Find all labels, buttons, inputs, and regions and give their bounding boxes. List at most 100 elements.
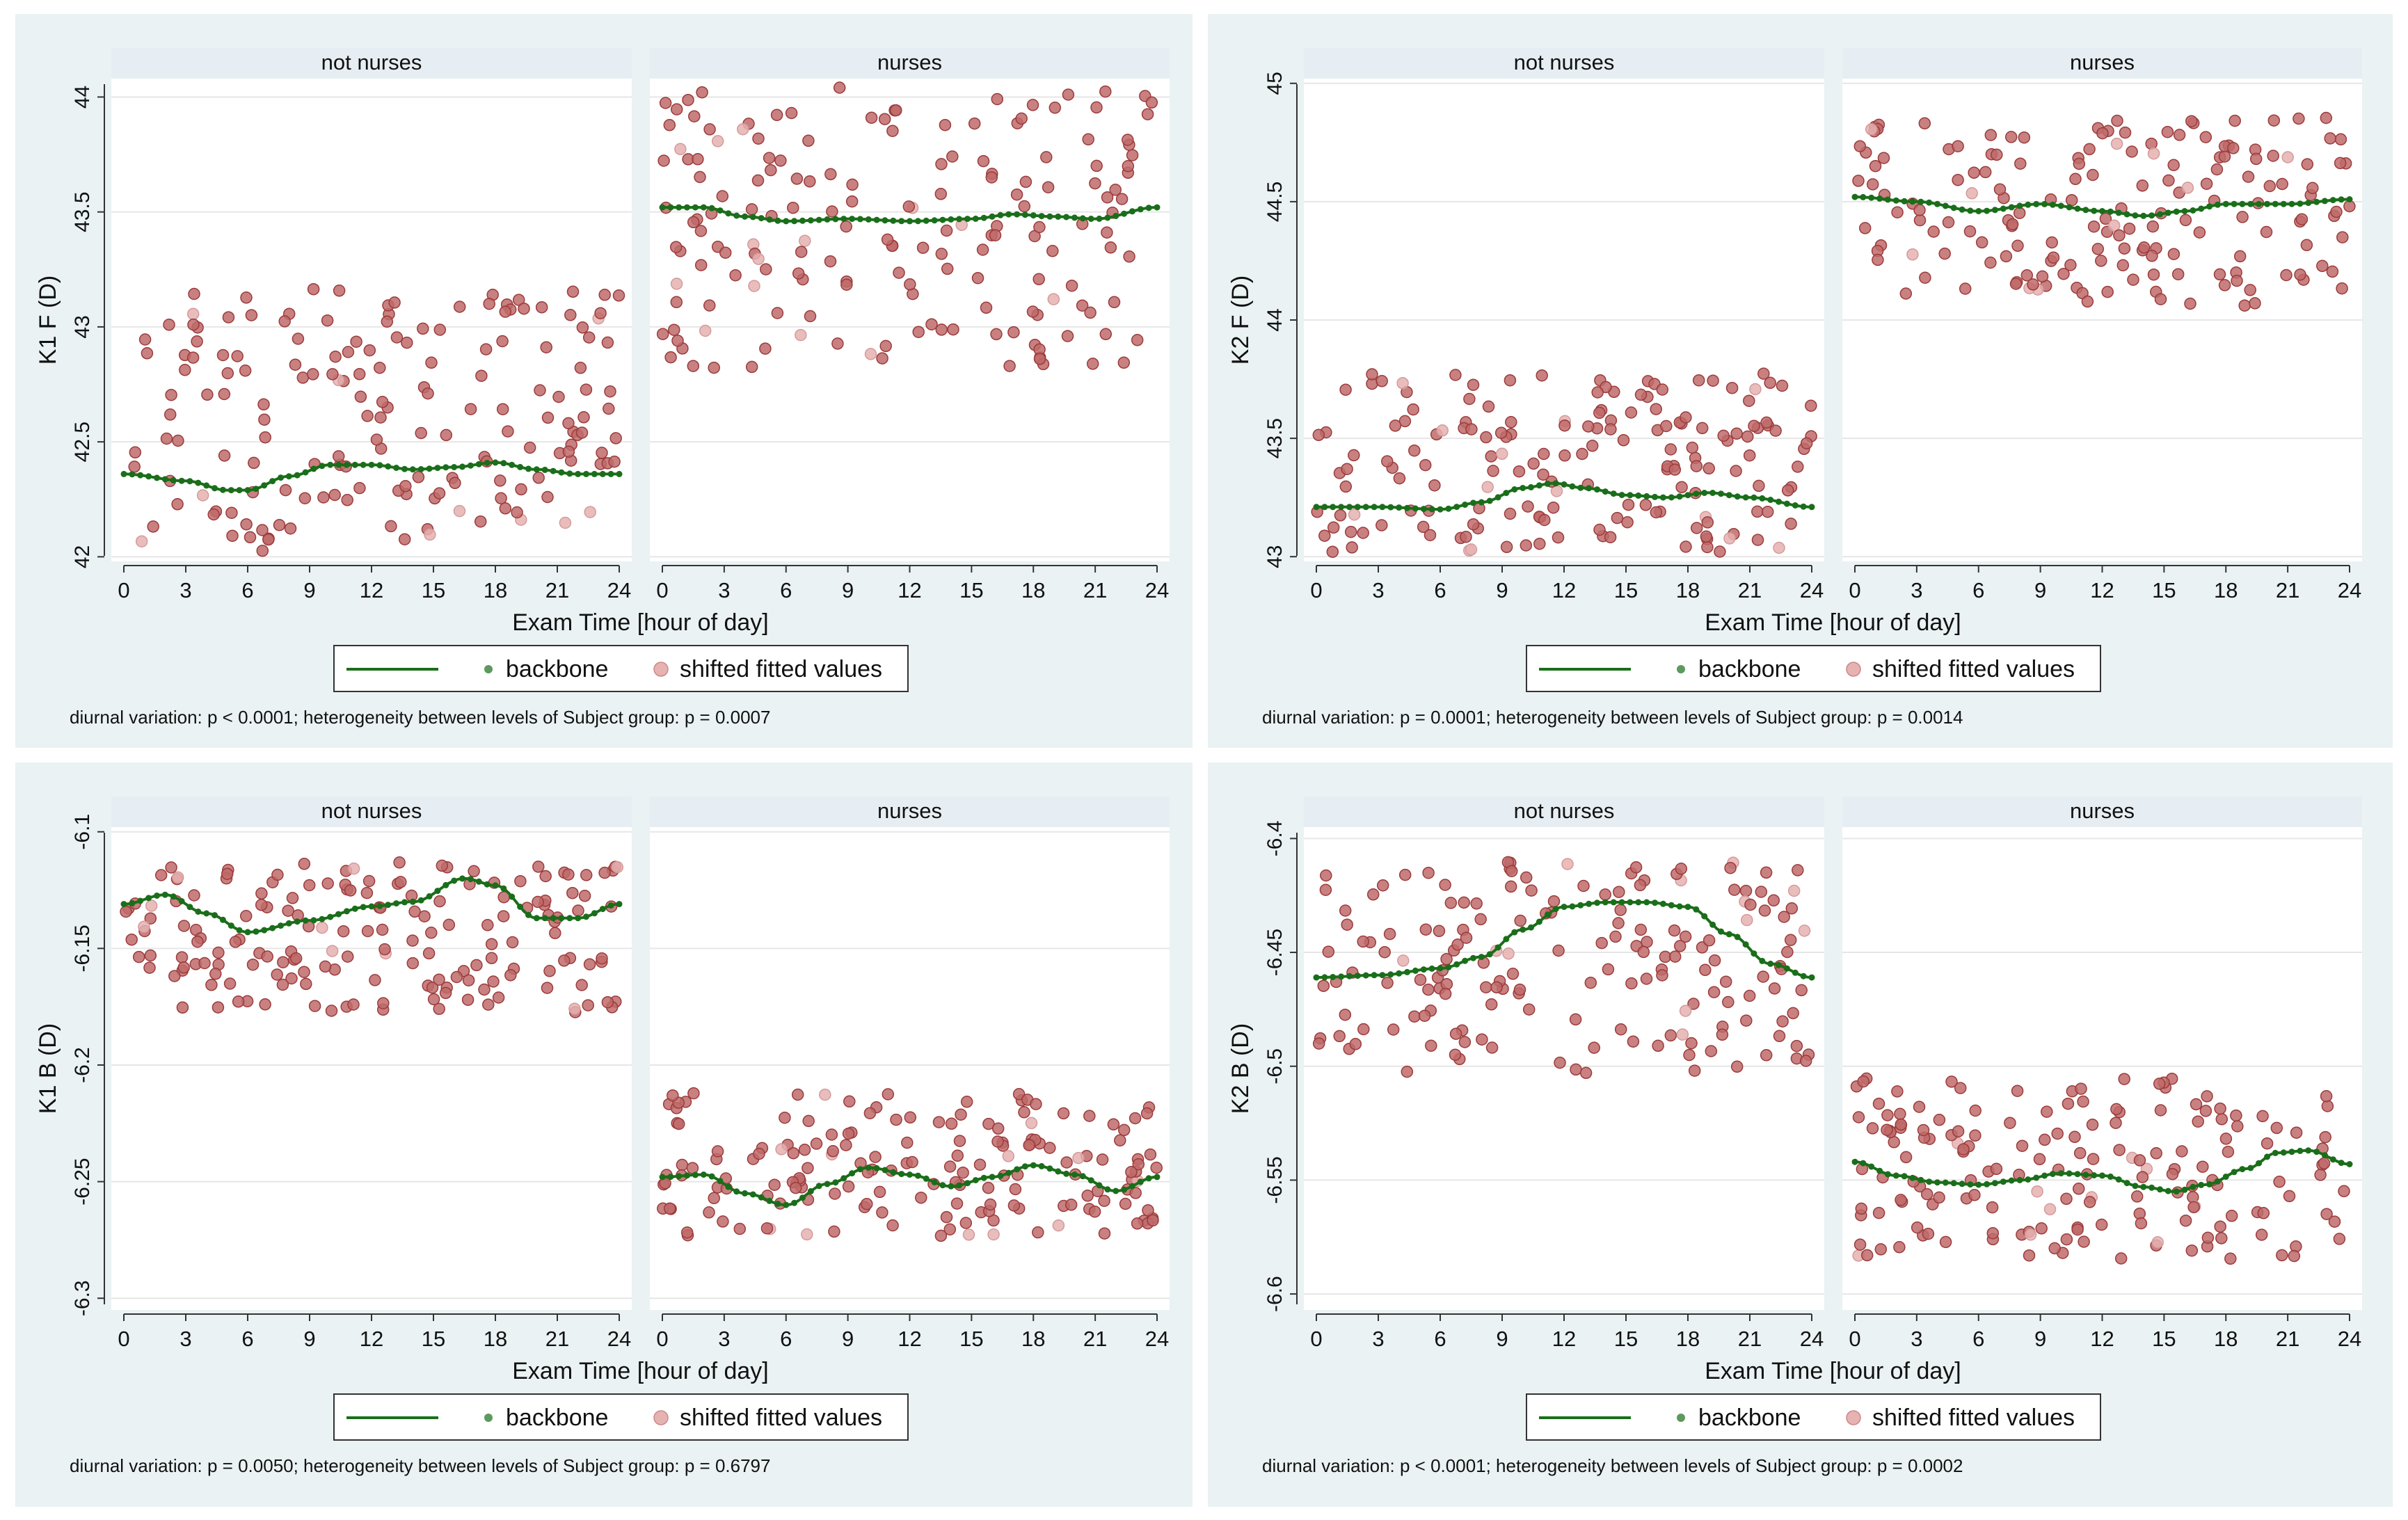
- fitted-point: [218, 387, 231, 401]
- fitted-point: [1465, 543, 1478, 556]
- fitted-point: [670, 278, 683, 290]
- fitted-point: [196, 489, 209, 502]
- fitted-point: [2255, 1229, 2268, 1241]
- fitted-point: [869, 1151, 882, 1163]
- backbone-point: [1618, 492, 1625, 498]
- backbone-point: [327, 913, 334, 920]
- fitted-point: [1025, 1117, 1038, 1130]
- backbone-point: [1792, 969, 1799, 976]
- fitted-point: [1341, 463, 1353, 475]
- fitted-point: [289, 952, 303, 965]
- x-tick-label: 12: [1552, 1327, 1576, 1351]
- backbone-point: [2066, 204, 2073, 211]
- backbone-point: [2016, 202, 2023, 209]
- fitted-point: [659, 97, 672, 109]
- fitted-point: [1449, 1027, 1462, 1040]
- fitted-point: [2295, 213, 2309, 225]
- fitted-point: [2136, 179, 2149, 192]
- fitted-point: [329, 350, 342, 363]
- backbone-point: [2000, 205, 2007, 212]
- fitted-point: [2288, 1249, 2301, 1263]
- fitted-point: [1383, 927, 1396, 941]
- fitted-point: [2150, 1147, 2162, 1160]
- fitted-point: [261, 950, 273, 963]
- fitted-point: [1060, 1156, 1073, 1169]
- fitted-point: [1436, 424, 1449, 437]
- backbone-point: [1021, 211, 1028, 218]
- fitted-point: [1927, 225, 1940, 238]
- fitted-point: [475, 369, 488, 382]
- fitted-point: [890, 1113, 902, 1126]
- fitted-point: [2181, 182, 2194, 194]
- fitted-point: [1480, 981, 1492, 993]
- fitted-point: [1048, 102, 1062, 114]
- backbone-point: [2074, 1171, 2081, 1178]
- fitted-point: [394, 876, 407, 888]
- y-tick-label: -6.6: [1263, 1276, 1286, 1312]
- fitted-point: [1341, 918, 1353, 931]
- fitted-point: [864, 348, 877, 360]
- backbone-point: [1321, 504, 1328, 511]
- backbone-point: [1014, 211, 1021, 218]
- backbone-point: [980, 1174, 987, 1181]
- backbone-point: [1652, 899, 1658, 906]
- fitted-point: [439, 986, 452, 1000]
- backbone-point: [2164, 1187, 2171, 1194]
- fitted-point: [1866, 1122, 1879, 1135]
- legend-fitted-swatch: [653, 662, 669, 677]
- fitted-point: [1627, 1035, 1640, 1048]
- fitted-point: [418, 910, 431, 922]
- x-tick-label: 15: [2152, 578, 2176, 602]
- fitted-point: [1743, 394, 1755, 407]
- backbone-point: [766, 216, 773, 223]
- fitted-point: [257, 398, 270, 411]
- fitted-point: [258, 413, 271, 426]
- backbone-point: [319, 463, 326, 470]
- fitted-point: [1505, 416, 1517, 429]
- y-tick-label: 45: [1263, 72, 1286, 95]
- backbone-point: [799, 1194, 806, 1201]
- fitted-point: [876, 1206, 888, 1219]
- x-tick-label: 6: [780, 578, 792, 602]
- backbone-point: [1792, 502, 1799, 509]
- fitted-point: [733, 1222, 747, 1235]
- fitted-point: [2261, 1137, 2274, 1150]
- x-tick-label: 24: [2338, 1327, 2361, 1351]
- backbone-point: [1129, 1183, 1135, 1190]
- backbone-point: [1055, 1168, 1062, 1175]
- fitted-point: [207, 508, 220, 521]
- x-tick-label: 0: [1849, 578, 1860, 602]
- backbone-point: [749, 214, 756, 221]
- fitted-point: [716, 190, 729, 202]
- fitted-point: [960, 1096, 973, 1108]
- fitted-point: [541, 490, 554, 504]
- backbone-point: [2264, 200, 2270, 207]
- fitted-point: [433, 895, 446, 908]
- fitted-point: [502, 425, 514, 438]
- backbone-point: [2148, 1184, 2155, 1191]
- fitted-point: [2041, 1105, 2053, 1118]
- backbone-point: [2041, 1172, 2048, 1179]
- fitted-point: [328, 488, 341, 502]
- fitted-point: [1522, 500, 1534, 513]
- fitted-point: [422, 387, 434, 400]
- fitted-point: [1425, 1039, 1437, 1052]
- fitted-point: [2031, 1185, 2043, 1198]
- fitted-point: [1520, 539, 1533, 552]
- fitted-point: [1986, 1201, 1999, 1214]
- fitted-point: [1344, 525, 1357, 538]
- fitted-point: [188, 889, 200, 902]
- fitted-point: [1853, 1238, 1867, 1251]
- backbone-point: [708, 1173, 715, 1180]
- backbone-point: [1313, 974, 1320, 981]
- x-tick-label: 24: [1145, 578, 1169, 602]
- backbone-point: [541, 915, 548, 922]
- fitted-point: [138, 333, 152, 346]
- fitted-point: [1676, 1028, 1689, 1041]
- backbone-point: [972, 215, 979, 222]
- fitted-point: [1593, 523, 1606, 536]
- fitted-point: [2126, 145, 2138, 158]
- fitted-point: [2166, 1167, 2179, 1181]
- fitted-point: [1954, 1082, 1967, 1094]
